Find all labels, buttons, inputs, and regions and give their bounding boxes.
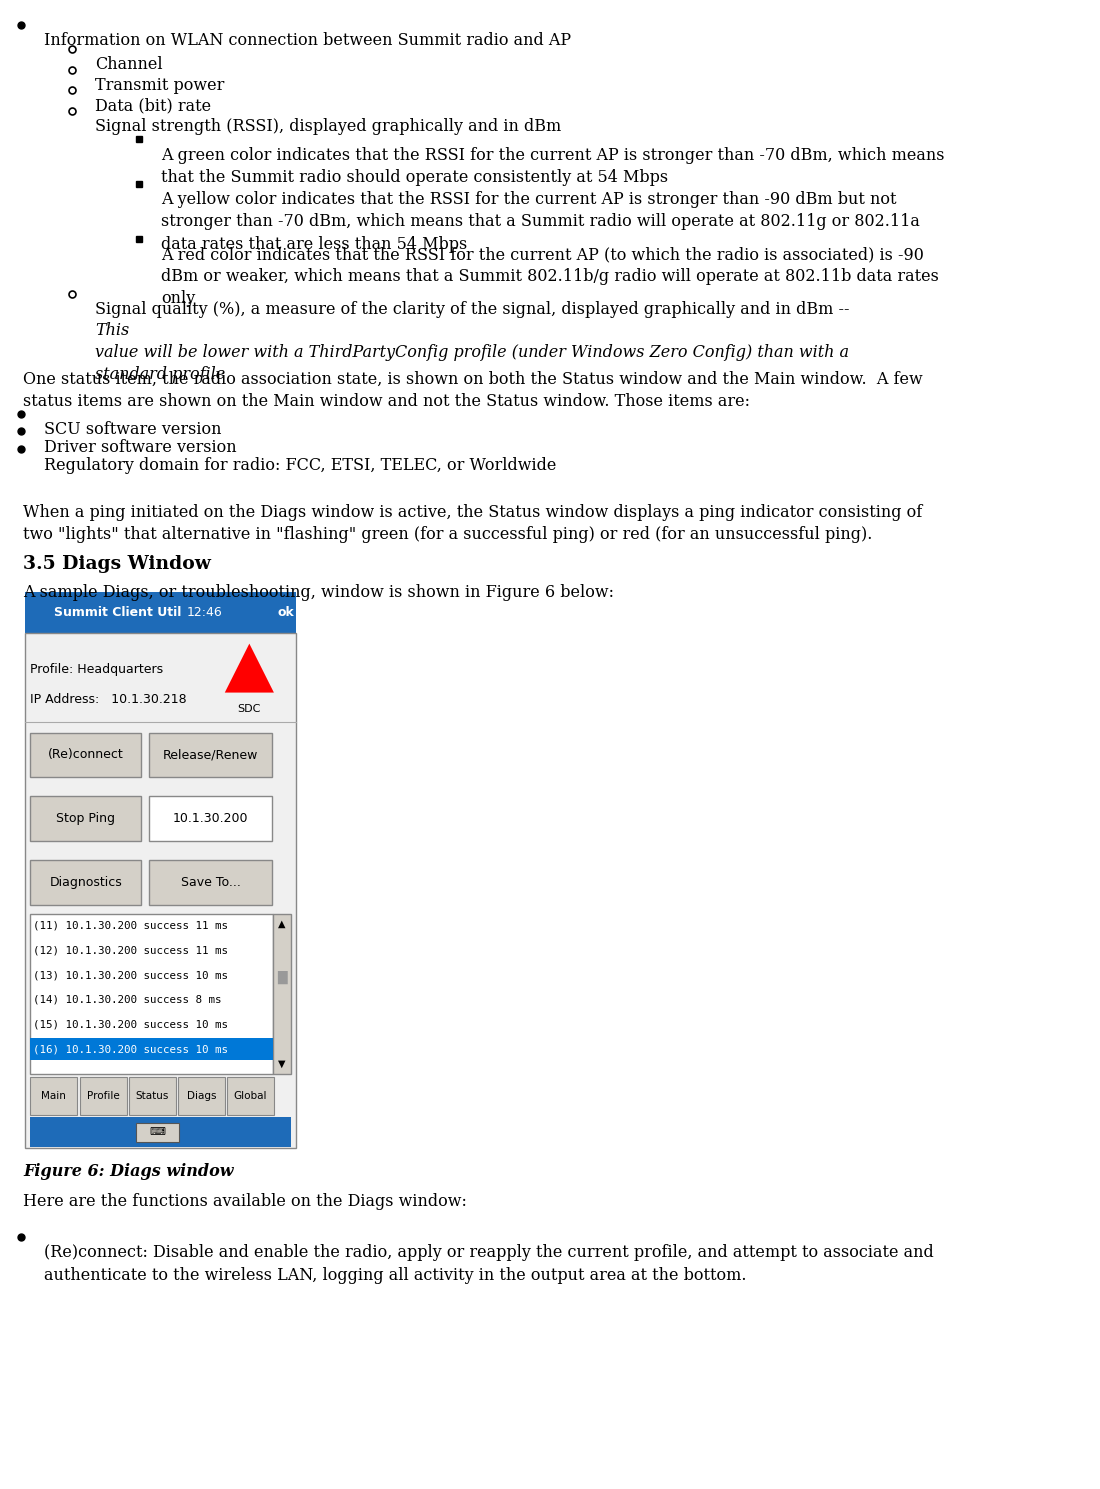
Text: Signal strength (RSSI), displayed graphically and in dBm: Signal strength (RSSI), displayed graphi… <box>95 119 561 135</box>
FancyBboxPatch shape <box>129 1077 176 1115</box>
Text: One status item, the radio association state, is shown on both the Status window: One status item, the radio association s… <box>23 371 923 409</box>
Text: (12) 10.1.30.200 success 11 ms: (12) 10.1.30.200 success 11 ms <box>33 946 229 956</box>
Text: Global: Global <box>233 1091 267 1100</box>
Text: A green color indicates that the RSSI for the current AP is stronger than -70 dB: A green color indicates that the RSSI fo… <box>162 147 945 186</box>
Text: Release/Renew: Release/Renew <box>163 749 258 761</box>
Text: Signal quality (%), a measure of the clarity of the signal, displayed graphicall: Signal quality (%), a measure of the cla… <box>95 301 855 319</box>
FancyBboxPatch shape <box>150 733 272 777</box>
Text: Channel: Channel <box>95 57 163 73</box>
FancyBboxPatch shape <box>31 1077 77 1115</box>
Text: (15) 10.1.30.200 success 10 ms: (15) 10.1.30.200 success 10 ms <box>33 1020 229 1029</box>
Text: IP Address:   10.1.30.218: IP Address: 10.1.30.218 <box>31 692 187 706</box>
Text: Regulatory domain for radio: FCC, ETSI, TELEC, or Worldwide: Regulatory domain for radio: FCC, ETSI, … <box>44 457 557 474</box>
Text: This
value will be lower with a ThirdPartyConfig profile (under Windows Zero Con: This value will be lower with a ThirdPar… <box>95 322 849 383</box>
Text: SDC: SDC <box>238 704 261 715</box>
Text: Profile: Headquarters: Profile: Headquarters <box>31 663 164 676</box>
FancyBboxPatch shape <box>31 1038 273 1060</box>
Text: ok: ok <box>278 606 295 619</box>
Text: Figure 6: Diags window: Figure 6: Diags window <box>23 1163 233 1179</box>
Text: Information on WLAN connection between Summit radio and AP: Information on WLAN connection between S… <box>44 33 571 49</box>
Text: Diags: Diags <box>187 1091 216 1100</box>
Text: (11) 10.1.30.200 success 11 ms: (11) 10.1.30.200 success 11 ms <box>33 920 229 931</box>
FancyBboxPatch shape <box>31 1117 292 1147</box>
Text: Transmit power: Transmit power <box>95 77 224 94</box>
Text: Stop Ping: Stop Ping <box>56 812 116 825</box>
Text: Save To...: Save To... <box>180 876 241 889</box>
Text: (14) 10.1.30.200 success 8 ms: (14) 10.1.30.200 success 8 ms <box>33 995 222 1005</box>
Text: ▲: ▲ <box>278 919 286 929</box>
Text: Status: Status <box>135 1091 168 1100</box>
Text: (Re)connect: (Re)connect <box>47 749 123 761</box>
Polygon shape <box>224 643 274 692</box>
Text: Main: Main <box>42 1091 66 1100</box>
FancyBboxPatch shape <box>273 914 292 1074</box>
FancyBboxPatch shape <box>31 861 141 905</box>
FancyBboxPatch shape <box>178 1077 224 1115</box>
Text: A red color indicates that the RSSI for the current AP (to which the radio is as: A red color indicates that the RSSI for … <box>162 246 939 307</box>
FancyBboxPatch shape <box>31 914 273 1074</box>
Text: ⌨: ⌨ <box>150 1127 165 1138</box>
FancyBboxPatch shape <box>31 733 141 777</box>
FancyBboxPatch shape <box>150 861 272 905</box>
FancyBboxPatch shape <box>31 797 141 841</box>
Text: Profile: Profile <box>87 1091 120 1100</box>
Text: Summit Client Util: Summit Client Util <box>54 606 182 619</box>
Text: █: █ <box>277 971 287 984</box>
Text: (13) 10.1.30.200 success 10 ms: (13) 10.1.30.200 success 10 ms <box>33 971 229 980</box>
Text: (Re)connect: Disable and enable the radio, apply or reapply the current profile,: (Re)connect: Disable and enable the radi… <box>44 1245 934 1284</box>
FancyBboxPatch shape <box>150 797 272 841</box>
FancyBboxPatch shape <box>227 1077 274 1115</box>
FancyBboxPatch shape <box>79 1077 126 1115</box>
FancyBboxPatch shape <box>25 633 296 1148</box>
Text: SCU software version: SCU software version <box>44 421 221 438</box>
Text: Diagnostics: Diagnostics <box>50 876 122 889</box>
FancyBboxPatch shape <box>25 591 296 633</box>
Text: ▼: ▼ <box>278 1059 286 1069</box>
Text: (16) 10.1.30.200 success 10 ms: (16) 10.1.30.200 success 10 ms <box>33 1044 229 1054</box>
Text: When a ping initiated on the Diags window is active, the Status window displays : When a ping initiated on the Diags windo… <box>23 505 923 543</box>
Text: A sample Diags, or troubleshooting, window is shown in Figure 6 below:: A sample Diags, or troubleshooting, wind… <box>23 584 614 602</box>
Text: Data (bit) rate: Data (bit) rate <box>95 98 211 115</box>
Text: A yellow color indicates that the RSSI for the current AP is stronger than -90 d: A yellow color indicates that the RSSI f… <box>162 191 921 253</box>
Text: 12:46: 12:46 <box>187 606 222 619</box>
Text: Driver software version: Driver software version <box>44 439 236 456</box>
Text: 3.5 Diags Window: 3.5 Diags Window <box>23 554 211 573</box>
Text: 10.1.30.200: 10.1.30.200 <box>173 812 249 825</box>
FancyBboxPatch shape <box>135 1123 179 1142</box>
Text: Here are the functions available on the Diags window:: Here are the functions available on the … <box>23 1193 468 1209</box>
